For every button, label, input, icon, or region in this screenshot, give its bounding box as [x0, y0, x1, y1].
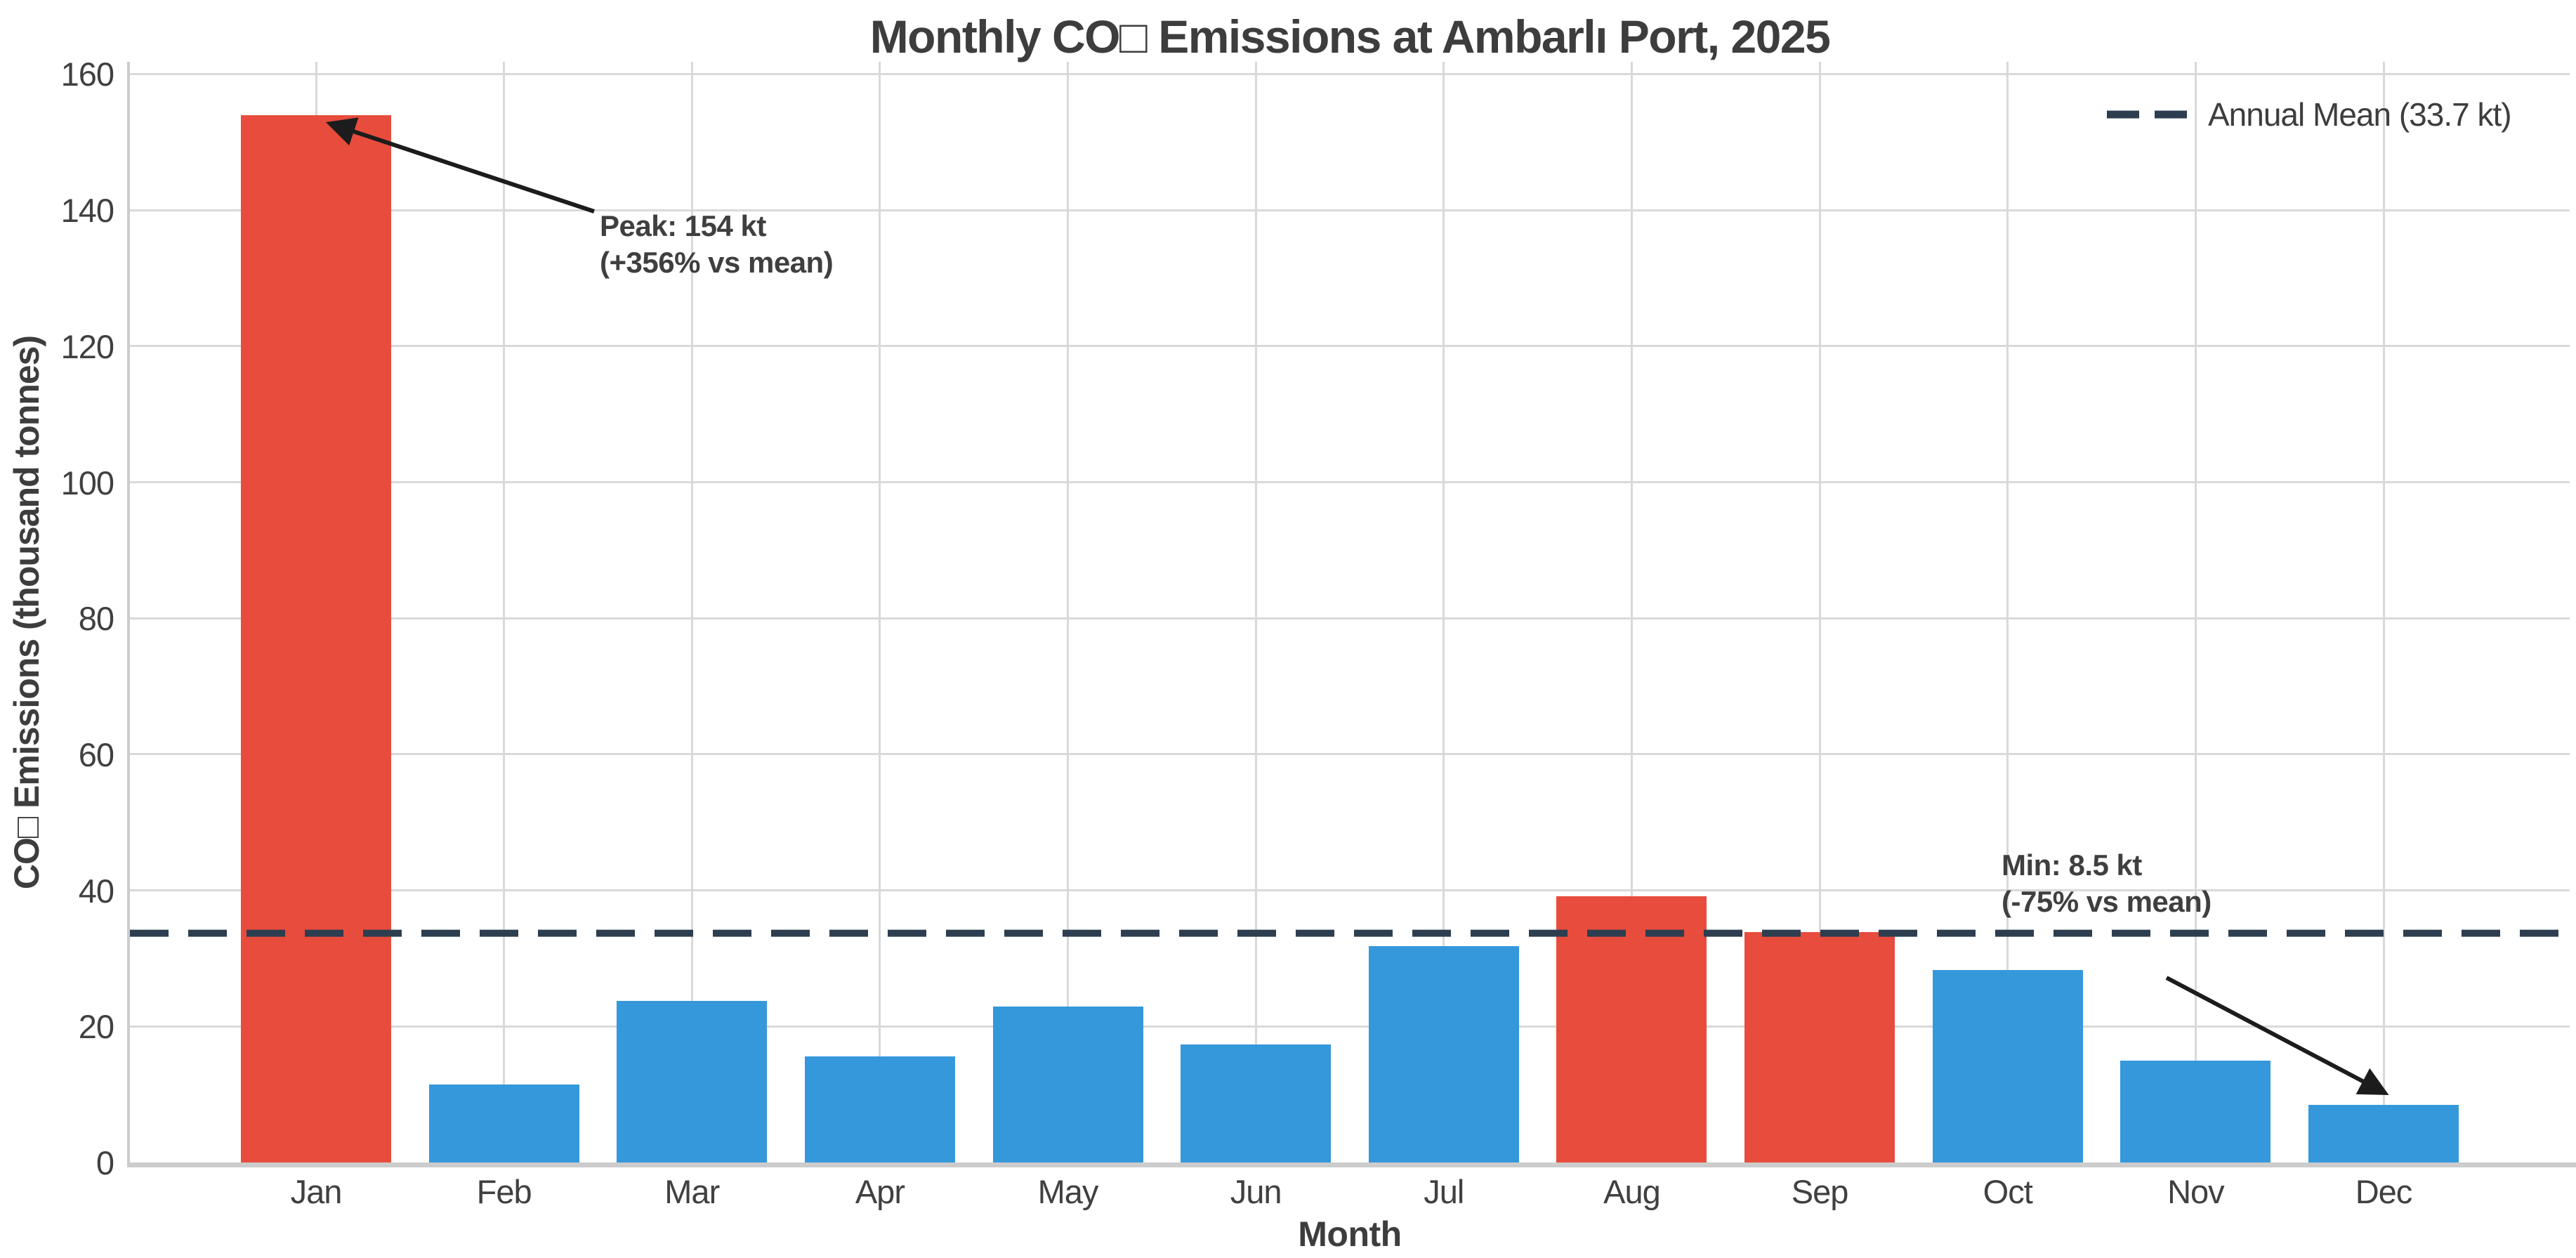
horizontal-gridline — [130, 1025, 2570, 1028]
legend-dashed-line-swatch — [2107, 110, 2188, 119]
legend-label: Annual Mean (33.7 kt) — [2208, 96, 2512, 133]
horizontal-gridline — [130, 345, 2570, 348]
x-tick-label-jan: Jan — [290, 1173, 343, 1210]
annotation-min-line1: Min: 8.5 kt — [2002, 849, 2142, 882]
vertical-gridline — [2194, 62, 2197, 1162]
y-tick-label: 160 — [60, 55, 114, 93]
x-tick-label-aug: Aug — [1603, 1173, 1661, 1210]
x-tick-label-oct: Oct — [1983, 1173, 2033, 1210]
bar-dec — [2308, 1104, 2459, 1162]
horizontal-gridline — [130, 481, 2570, 484]
bar-sep — [1744, 931, 1895, 1162]
annotation-peak-line2: (+356% vs mean) — [600, 246, 834, 279]
bar-feb — [428, 1084, 579, 1162]
x-tick-label-feb: Feb — [476, 1173, 532, 1210]
horizontal-gridline — [130, 72, 2570, 75]
annotation-min-line2: (-75% vs mean) — [2002, 885, 2212, 918]
y-axis-spine — [127, 62, 130, 1167]
x-axis-spine — [127, 1162, 2576, 1167]
bar-mar — [617, 1000, 768, 1162]
x-tick-label-may: May — [1037, 1173, 1099, 1210]
vertical-gridline — [1067, 62, 1070, 1162]
vertical-gridline — [879, 62, 881, 1162]
x-tick-label-sep: Sep — [1791, 1173, 1849, 1210]
y-tick-label: 0 — [96, 1144, 114, 1181]
bar-nov — [2120, 1060, 2271, 1162]
vertical-gridline — [1254, 62, 1257, 1162]
chart-title: Monthly CO□ Emissions at Ambarlı Port, 2… — [869, 11, 1831, 63]
x-axis-label: Month — [1298, 1214, 1402, 1254]
bar-jun — [1181, 1044, 1332, 1162]
x-tick-label-dec: Dec — [2355, 1173, 2413, 1210]
y-tick-label: 40 — [78, 872, 114, 910]
y-tick-label: 120 — [60, 327, 114, 365]
x-tick-label-mar: Mar — [664, 1173, 720, 1210]
vertical-gridline — [1443, 62, 1445, 1162]
horizontal-gridline — [130, 209, 2570, 211]
bar-oct — [1932, 969, 2083, 1162]
bar-apr — [804, 1056, 955, 1162]
vertical-gridline — [690, 62, 693, 1162]
x-tick-label-jul: Jul — [1424, 1173, 1464, 1210]
annotation-peak: Peak: 154 kt (+356% vs mean) — [600, 208, 834, 281]
horizontal-gridline — [130, 889, 2570, 892]
vertical-gridline — [2006, 62, 2009, 1162]
annotation-min: Min: 8.5 kt (-75% vs mean) — [2002, 847, 2212, 920]
bar-aug — [1556, 896, 1707, 1162]
x-tick-label-jun: Jun — [1230, 1173, 1282, 1210]
y-tick-label: 60 — [78, 735, 114, 773]
annotation-peak-line1: Peak: 154 kt — [600, 209, 766, 242]
vertical-gridline — [1818, 62, 1821, 1162]
horizontal-gridline — [130, 617, 2570, 620]
x-tick-label-nov: Nov — [2167, 1173, 2225, 1210]
legend: Annual Mean (33.7 kt) — [2105, 96, 2512, 133]
vertical-gridline — [503, 62, 506, 1162]
bar-may — [992, 1007, 1143, 1162]
y-tick-label: 20 — [78, 1008, 114, 1046]
vertical-gridline — [2382, 62, 2385, 1162]
bar-jul — [1368, 946, 1519, 1162]
plot-area — [130, 62, 2570, 1162]
y-tick-label: 140 — [60, 192, 114, 230]
horizontal-gridline — [130, 753, 2570, 756]
y-tick-label: 80 — [78, 600, 114, 638]
bar-jan — [241, 114, 391, 1162]
y-tick-label: 100 — [60, 464, 114, 502]
x-tick-label-apr: Apr — [855, 1173, 905, 1210]
vertical-gridline — [1630, 62, 1633, 1162]
